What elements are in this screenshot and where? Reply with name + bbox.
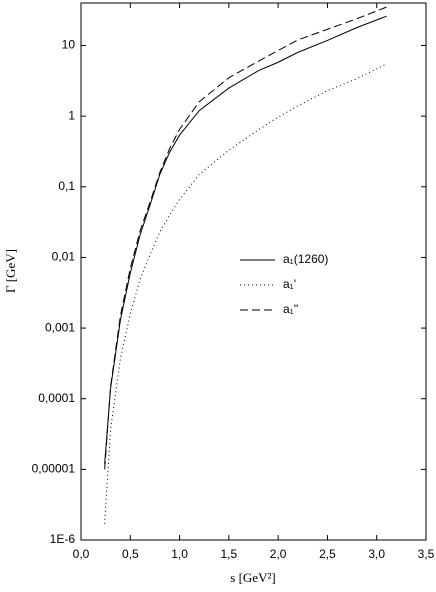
x-tick-label: 0,5 (122, 547, 139, 561)
legend-label: a₁(1260) (283, 252, 328, 266)
y-tick-label: 0,00001 (32, 462, 76, 476)
y-tick-label: 1 (68, 108, 75, 122)
y-tick-label: 1E-6 (50, 532, 76, 546)
series-line (104, 6, 387, 470)
x-axis-label: s [GeV²] (230, 570, 275, 585)
x-tick-label: 2,5 (319, 547, 336, 561)
y-tick-label: 0,001 (45, 320, 75, 334)
legend-label: a₁'' (283, 302, 298, 316)
x-tick-label: 0,0 (73, 547, 90, 561)
x-tick-label: 2,0 (270, 547, 287, 561)
y-tick-label: 10 (62, 38, 76, 52)
legend-label: a₁' (283, 277, 296, 291)
x-tick-label: 1,0 (171, 547, 188, 561)
y-axis-label: Γ [GeV] (3, 249, 18, 293)
series-line (104, 63, 387, 524)
x-tick-label: 1,5 (221, 547, 238, 561)
plot-frame (80, 2, 427, 541)
x-tick-label: 3,0 (368, 547, 385, 561)
y-tick-label: 0,0001 (38, 391, 75, 405)
y-tick-label: 0,01 (52, 250, 76, 264)
x-tick-label: 3,5 (418, 547, 435, 561)
y-tick-label: 0,1 (58, 179, 75, 193)
series-line (104, 15, 387, 464)
